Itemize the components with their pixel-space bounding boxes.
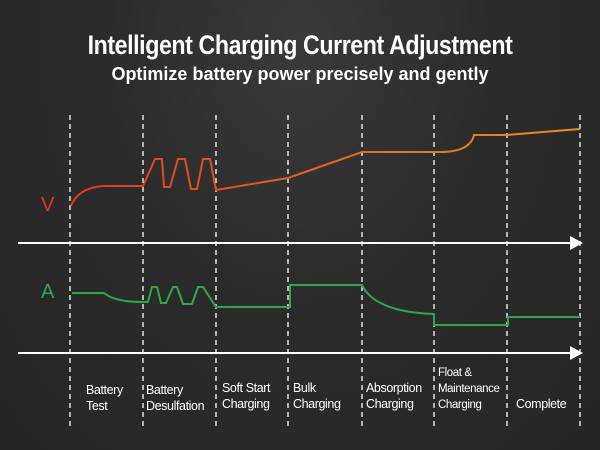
stage-label: Soft Start [222, 381, 271, 395]
voltage-curve [70, 128, 581, 207]
stage-soft-start-charging: Soft Start Charging [222, 380, 271, 412]
stage-battery-desulfation: Battery Desulfation [146, 382, 205, 414]
stage-label: Test [86, 399, 108, 413]
stage-label: Battery [146, 383, 183, 397]
stage-absorption-charging: Absorption Charging [366, 380, 422, 412]
stage-label: Absorption [366, 381, 422, 395]
stage-float-maintenance-charging: Float & Maintenance Charging [438, 365, 500, 413]
stage-label: Battery [86, 383, 123, 397]
page-title: Intelligent Charging Current Adjustment [87, 30, 513, 60]
stage-label: Complete [516, 397, 567, 411]
stage-bulk-charging: Bulk Charging [293, 380, 341, 412]
voltage-label: V [41, 194, 55, 216]
current-label: A [41, 281, 55, 303]
stage-battery-test: Battery Test [86, 382, 123, 414]
voltage-axis [18, 236, 583, 250]
stage-label: Bulk [293, 381, 316, 395]
stage-label: Charging [293, 397, 341, 411]
current-axis [18, 346, 583, 360]
stage-label: Charging [222, 397, 270, 411]
stage-label: Maintenance [438, 383, 500, 395]
stage-label: Desulfation [146, 399, 205, 413]
arrow-right-icon [570, 236, 583, 250]
stage-dividers [69, 115, 581, 430]
stage-label: Charging [438, 399, 482, 411]
arrow-right-icon [570, 346, 583, 360]
page-subtitle: Optimize battery power precisely and gen… [111, 64, 489, 84]
current-curve [72, 284, 580, 326]
stage-label: Float & [438, 367, 472, 379]
stage-complete: Complete [516, 396, 567, 412]
stage-label: Charging [366, 397, 414, 411]
